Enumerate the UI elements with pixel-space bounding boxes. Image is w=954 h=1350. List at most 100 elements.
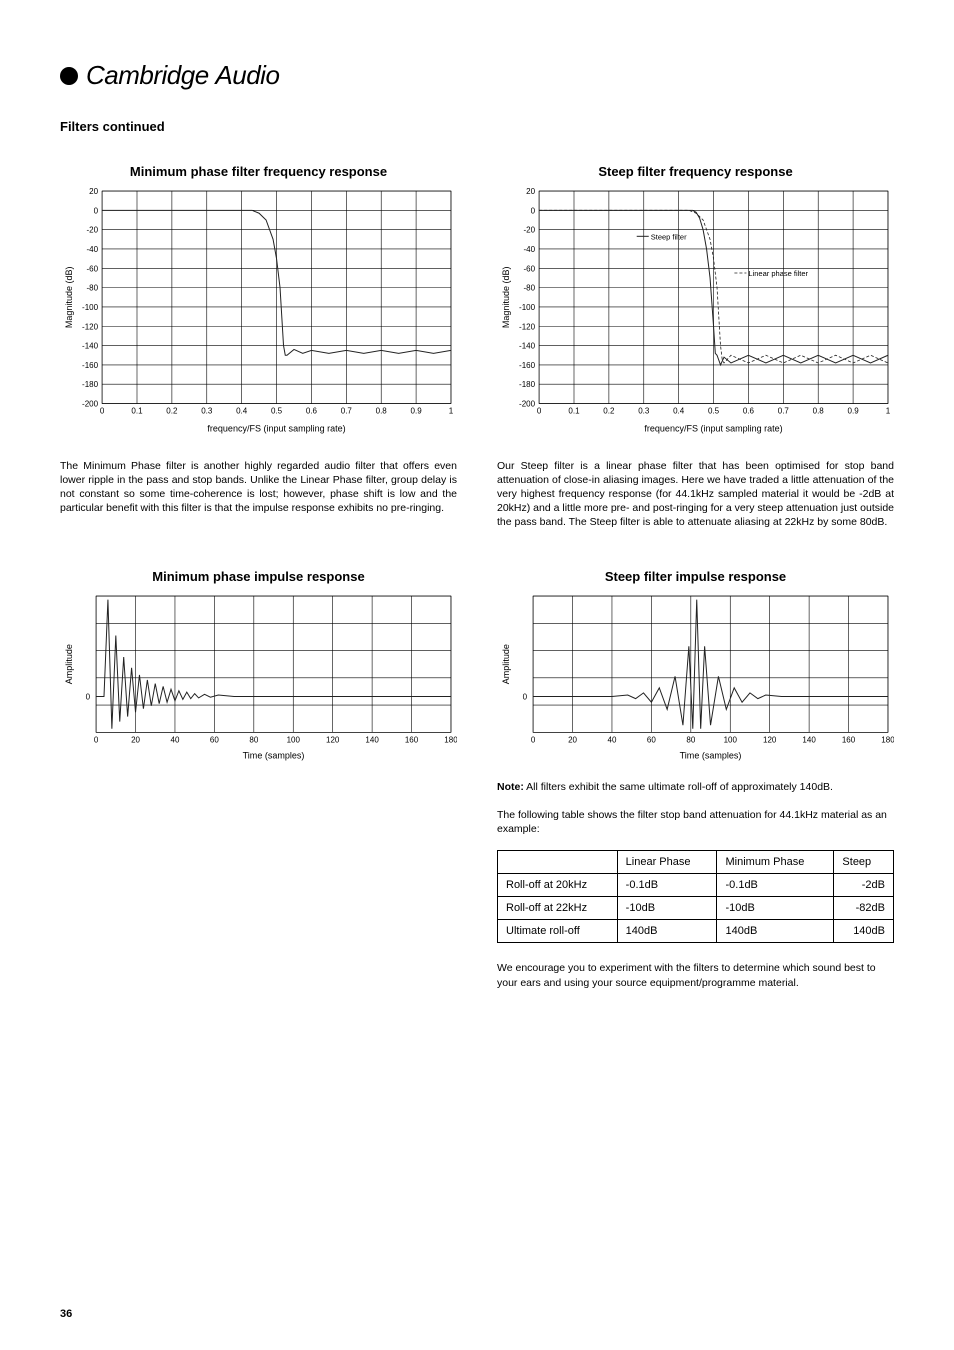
svg-text:Amplitude: Amplitude bbox=[501, 645, 511, 685]
svg-text:0.6: 0.6 bbox=[743, 407, 755, 416]
svg-text:-40: -40 bbox=[524, 245, 536, 254]
svg-text:0: 0 bbox=[531, 736, 536, 745]
svg-text:160: 160 bbox=[405, 736, 419, 745]
chart-title-steep-freq: Steep filter frequency response bbox=[497, 164, 894, 179]
svg-text:-140: -140 bbox=[82, 342, 99, 351]
table-cell: -0.1dB bbox=[717, 874, 834, 897]
svg-text:0.9: 0.9 bbox=[411, 407, 423, 416]
svg-text:20: 20 bbox=[89, 187, 98, 196]
svg-text:Steep filter: Steep filter bbox=[651, 232, 687, 241]
paragraph-minphase: The Minimum Phase filter is another high… bbox=[60, 459, 457, 516]
svg-text:-60: -60 bbox=[87, 264, 99, 273]
table-cell: Ultimate roll-off bbox=[498, 920, 618, 943]
chart-steep-freq: 00.10.20.30.40.50.60.70.80.91200-20-40-6… bbox=[497, 185, 894, 441]
svg-text:0.7: 0.7 bbox=[778, 407, 790, 416]
table-cell: -2dB bbox=[834, 874, 894, 897]
svg-text:0.3: 0.3 bbox=[201, 407, 213, 416]
svg-text:-40: -40 bbox=[87, 245, 99, 254]
svg-text:frequency/FS (input sampling r: frequency/FS (input sampling rate) bbox=[644, 424, 782, 434]
svg-text:160: 160 bbox=[842, 736, 856, 745]
note-line-1: Note: All filters exhibit the same ultim… bbox=[497, 780, 894, 794]
svg-text:0: 0 bbox=[531, 206, 536, 215]
svg-text:100: 100 bbox=[724, 736, 738, 745]
svg-text:-120: -120 bbox=[82, 322, 99, 331]
note1-text: All filters exhibit the same ultimate ro… bbox=[524, 781, 833, 793]
svg-text:120: 120 bbox=[326, 736, 340, 745]
svg-text:-180: -180 bbox=[519, 380, 536, 389]
svg-text:Magnitude (dB): Magnitude (dB) bbox=[64, 266, 74, 328]
svg-text:60: 60 bbox=[210, 736, 219, 745]
svg-text:1: 1 bbox=[449, 407, 454, 416]
table-header: Minimum Phase bbox=[717, 851, 834, 874]
table-cell: 140dB bbox=[617, 920, 717, 943]
svg-text:-20: -20 bbox=[524, 226, 536, 235]
svg-text:0.5: 0.5 bbox=[708, 407, 720, 416]
table-row: Roll-off at 22kHz-10dB-10dB-82dB bbox=[498, 897, 894, 920]
svg-text:20: 20 bbox=[526, 187, 535, 196]
svg-text:80: 80 bbox=[249, 736, 258, 745]
table-cell: 140dB bbox=[717, 920, 834, 943]
svg-text:140: 140 bbox=[365, 736, 379, 745]
chart-title-minphase-freq: Minimum phase filter frequency response bbox=[60, 164, 457, 179]
logo-text: Cambridge Audio bbox=[86, 60, 279, 91]
svg-text:-160: -160 bbox=[82, 361, 99, 370]
table-cell: Roll-off at 20kHz bbox=[498, 874, 618, 897]
svg-text:-80: -80 bbox=[524, 284, 536, 293]
svg-text:20: 20 bbox=[131, 736, 140, 745]
note-bold: Note: bbox=[497, 781, 524, 793]
svg-text:-200: -200 bbox=[519, 400, 536, 409]
svg-text:60: 60 bbox=[647, 736, 656, 745]
svg-text:0.1: 0.1 bbox=[131, 407, 143, 416]
svg-text:0.4: 0.4 bbox=[673, 407, 685, 416]
svg-text:1: 1 bbox=[886, 407, 891, 416]
table-row: Roll-off at 20kHz-0.1dB-0.1dB-2dB bbox=[498, 874, 894, 897]
logo-brand2: Audio bbox=[215, 60, 279, 90]
svg-text:-60: -60 bbox=[524, 264, 536, 273]
svg-text:0.9: 0.9 bbox=[848, 407, 860, 416]
svg-text:-120: -120 bbox=[519, 322, 536, 331]
svg-text:0.3: 0.3 bbox=[638, 407, 650, 416]
svg-text:180: 180 bbox=[881, 736, 894, 745]
chart-title-minphase-imp: Minimum phase impulse response bbox=[60, 569, 457, 584]
table-header: Linear Phase bbox=[617, 851, 717, 874]
svg-text:frequency/FS (input sampling r: frequency/FS (input sampling rate) bbox=[207, 424, 345, 434]
svg-text:0.6: 0.6 bbox=[306, 407, 318, 416]
svg-text:-20: -20 bbox=[87, 226, 99, 235]
logo-mark-icon bbox=[60, 67, 78, 85]
table-cell: -10dB bbox=[617, 897, 717, 920]
svg-text:0.2: 0.2 bbox=[166, 407, 178, 416]
svg-text:Time (samples): Time (samples) bbox=[243, 751, 305, 761]
chart-steep-impulse: 0204060801001201401601800Time (samples)A… bbox=[497, 590, 894, 765]
svg-text:0.1: 0.1 bbox=[568, 407, 580, 416]
svg-text:80: 80 bbox=[686, 736, 695, 745]
table-cell: Roll-off at 22kHz bbox=[498, 897, 618, 920]
svg-text:120: 120 bbox=[763, 736, 777, 745]
svg-text:40: 40 bbox=[171, 736, 180, 745]
svg-text:20: 20 bbox=[568, 736, 577, 745]
svg-text:180: 180 bbox=[444, 736, 457, 745]
svg-text:0: 0 bbox=[94, 206, 99, 215]
svg-text:0: 0 bbox=[94, 736, 99, 745]
svg-text:140: 140 bbox=[802, 736, 816, 745]
svg-text:-100: -100 bbox=[519, 303, 536, 312]
chart-minphase-freq: 00.10.20.30.40.50.60.70.80.91200-20-40-6… bbox=[60, 185, 457, 441]
table-cell: -82dB bbox=[834, 897, 894, 920]
svg-text:-180: -180 bbox=[82, 380, 99, 389]
table-header: Steep bbox=[834, 851, 894, 874]
table-cell: 140dB bbox=[834, 920, 894, 943]
svg-text:0: 0 bbox=[523, 693, 528, 702]
svg-text:100: 100 bbox=[287, 736, 301, 745]
attenuation-table: Linear PhaseMinimum PhaseSteep Roll-off a… bbox=[497, 850, 894, 943]
svg-text:0: 0 bbox=[537, 407, 542, 416]
svg-text:0.4: 0.4 bbox=[236, 407, 248, 416]
table-header bbox=[498, 851, 618, 874]
closing-paragraph: We encourage you to experiment with the … bbox=[497, 961, 894, 989]
chart-title-steep-imp: Steep filter impulse response bbox=[497, 569, 894, 584]
chart-minphase-impulse: 0204060801001201401601800Time (samples)A… bbox=[60, 590, 457, 765]
table-cell: -10dB bbox=[717, 897, 834, 920]
svg-text:-100: -100 bbox=[82, 303, 99, 312]
section-title: Filters continued bbox=[60, 119, 894, 134]
svg-text:-200: -200 bbox=[82, 400, 99, 409]
svg-text:0.2: 0.2 bbox=[603, 407, 615, 416]
svg-text:Time (samples): Time (samples) bbox=[680, 751, 742, 761]
